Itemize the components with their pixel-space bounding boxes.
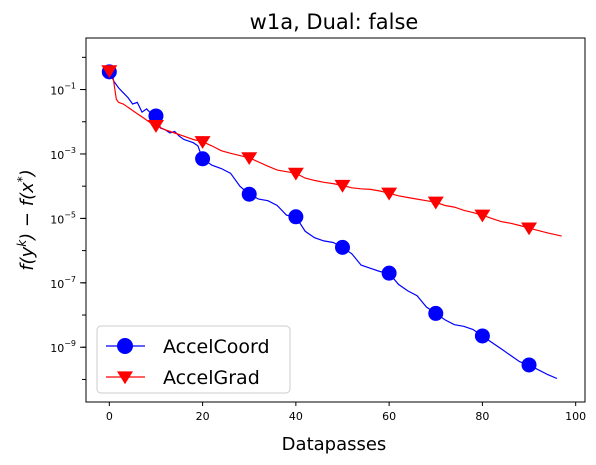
- series-0-point-4: [288, 209, 304, 225]
- y-axis-ticks: 10−9 10−7 10−5 10−3 10−1: [50, 56, 86, 380]
- series-0-point-1: [148, 108, 164, 124]
- x-tick-label-4: 80: [475, 410, 489, 423]
- y-tick-label-2: 10−5: [50, 210, 76, 226]
- y-axis-label-text: f(yk) − f(x*): [15, 169, 38, 271]
- legend-marker-1: [117, 371, 133, 385]
- x-tick-label-3: 60: [382, 410, 396, 423]
- x-axis-ticks: 0 20 40 60 80 100: [106, 402, 586, 423]
- series-0-point-9: [521, 357, 537, 373]
- series-1-point-8: [474, 209, 491, 223]
- x-tick-label-0: 0: [106, 410, 113, 423]
- series-0-point-6: [381, 265, 397, 281]
- series-0-point-2: [195, 151, 211, 167]
- series-1-point-6: [381, 187, 398, 201]
- series-1-point-0: [101, 65, 118, 79]
- series-1-point-5: [334, 179, 351, 193]
- plot-area: [101, 64, 562, 380]
- legend-label-0: AccelCoord: [163, 336, 270, 358]
- y-tick-label-0: 10−9: [50, 339, 76, 355]
- y-tick-label-4: 10−1: [50, 82, 76, 98]
- series-1-point-1: [147, 120, 164, 133]
- y-axis-label: f(yk) − f(x*): [15, 169, 38, 271]
- series-1-point-2: [194, 136, 211, 149]
- legend-marker-0: [117, 338, 133, 354]
- chart-title: w1a, Dual: false: [250, 10, 419, 34]
- series-0-point-3: [241, 186, 257, 202]
- legend: AccelCoord AccelGrad: [96, 325, 291, 394]
- series-1-point-7: [427, 196, 444, 210]
- series-line-1: [108, 70, 562, 237]
- y-tick-label-3: 10−3: [50, 146, 76, 162]
- y-tick-label-1: 10−7: [50, 275, 76, 291]
- x-tick-label-1: 20: [196, 410, 210, 423]
- plot-frame: [85, 37, 586, 403]
- x-axis-label: Datapasses: [282, 434, 387, 455]
- series-0-point-5: [334, 239, 350, 255]
- legend-label-1: AccelGrad: [163, 367, 260, 389]
- x-tick-label-2: 40: [289, 410, 303, 423]
- series-1-point-9: [521, 222, 538, 236]
- series-0-point-8: [474, 328, 490, 344]
- series-1-point-3: [241, 152, 258, 166]
- series-0-point-7: [428, 305, 444, 321]
- legend-box: [96, 325, 291, 394]
- series-1-point-4: [287, 167, 304, 181]
- x-tick-label-5: 100: [565, 410, 586, 423]
